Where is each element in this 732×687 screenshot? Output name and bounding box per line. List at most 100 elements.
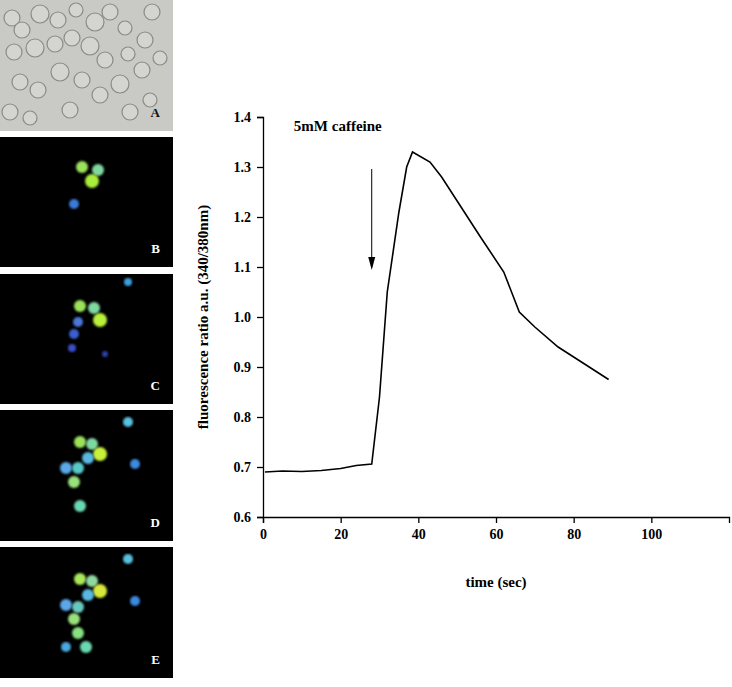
cell	[64, 30, 80, 46]
y-tick-label: 0.7	[234, 460, 252, 475]
plot-area	[265, 152, 609, 472]
cells	[68, 278, 132, 357]
x-tick-label: 60	[490, 527, 504, 542]
x-tick-label: 20	[334, 527, 348, 542]
cell	[80, 641, 92, 653]
data-line	[265, 152, 609, 472]
cell	[60, 462, 72, 474]
cell	[130, 459, 140, 469]
annotation: 5mM caffeine	[294, 118, 382, 134]
cell	[153, 51, 167, 65]
x-tick-label: 100	[641, 527, 662, 542]
y-tick: 0.8	[234, 410, 264, 425]
figure: ABCDE0.60.70.80.91.01.11.21.31.402040608…	[0, 0, 732, 687]
cell	[121, 47, 135, 61]
cell	[50, 12, 66, 28]
cell	[74, 573, 86, 585]
cell	[68, 344, 76, 352]
cell	[118, 21, 132, 35]
cell	[137, 32, 153, 48]
cell	[68, 476, 80, 488]
panel: C	[0, 274, 173, 404]
x-tick: 60	[490, 517, 504, 542]
cell	[86, 13, 104, 31]
x-tick-mark	[651, 517, 652, 523]
cell	[88, 302, 100, 314]
y-tick-label: 1.1	[234, 260, 252, 275]
cell	[123, 417, 133, 427]
y-tick-mark	[257, 167, 263, 168]
cell	[92, 164, 104, 176]
cell	[69, 329, 79, 339]
cell	[93, 584, 107, 598]
panel-label: D	[151, 515, 160, 530]
y-tick-label: 0.6	[234, 510, 252, 525]
panel-background	[0, 137, 173, 267]
x-tick: 40	[412, 517, 426, 542]
y-tick: 1.2	[234, 210, 264, 225]
y-tick: 1.3	[234, 160, 264, 175]
cell	[6, 44, 22, 60]
cell	[92, 87, 108, 103]
x-axis-title: time (sec)	[465, 574, 526, 591]
x-tick-mark	[341, 517, 342, 523]
cell	[12, 74, 28, 90]
cell	[97, 52, 113, 68]
x-tick-mark	[263, 517, 264, 523]
y-tick-label: 1.2	[234, 210, 252, 225]
panel-label: B	[151, 241, 160, 256]
x-tick-mark	[418, 517, 419, 523]
cell	[72, 627, 84, 639]
cell	[102, 4, 118, 20]
annotation-arrow-shaft	[371, 169, 372, 267]
cell	[47, 36, 63, 52]
x-tick: 100	[641, 517, 662, 542]
y-axis-title: fluorescence ratio a.u. (340/380nm)	[195, 205, 212, 429]
x-tick-label: 40	[412, 527, 426, 542]
panel-label: E	[151, 652, 160, 667]
cell	[73, 317, 83, 327]
y-tick-label: 1.0	[234, 310, 252, 325]
cell	[72, 462, 84, 474]
x-tick: 20	[334, 517, 348, 542]
cell	[122, 104, 138, 120]
cell	[72, 601, 84, 613]
cell	[74, 300, 86, 312]
y-axis: 0.60.70.80.91.01.11.21.31.4	[234, 110, 264, 525]
y-tick-mark	[257, 317, 263, 318]
cells	[60, 417, 140, 512]
cells	[2, 3, 167, 125]
cell	[82, 452, 94, 464]
y-axis-line	[257, 118, 264, 518]
cell	[134, 62, 150, 78]
cell	[93, 447, 107, 461]
y-tick-mark	[257, 367, 263, 368]
y-tick: 0.9	[234, 360, 264, 375]
x-tick-mark	[574, 517, 575, 523]
cell	[74, 500, 86, 512]
cell	[30, 82, 46, 98]
x-tick-label: 80	[567, 527, 581, 542]
cell	[123, 554, 133, 564]
cell	[61, 642, 71, 652]
y-tick-mark	[257, 517, 263, 518]
y-tick-label: 1.3	[234, 160, 252, 175]
cell	[82, 589, 94, 601]
y-tick: 0.6	[234, 510, 264, 525]
cell	[68, 613, 80, 625]
panel-label: A	[151, 105, 161, 120]
cell	[14, 22, 30, 38]
cell	[26, 39, 44, 57]
annotation-arrow-head	[368, 257, 375, 270]
cell	[69, 199, 79, 209]
cell	[81, 37, 99, 55]
x-axis: 020406080100	[260, 517, 730, 542]
y-tick-label: 0.9	[234, 360, 252, 375]
cell	[23, 111, 37, 125]
panel-background	[0, 410, 173, 541]
x-tick-mark	[496, 517, 497, 523]
panel-background	[0, 547, 173, 678]
y-tick: 0.7	[234, 460, 264, 475]
y-tick-mark	[257, 267, 263, 268]
panel: A	[0, 0, 173, 131]
